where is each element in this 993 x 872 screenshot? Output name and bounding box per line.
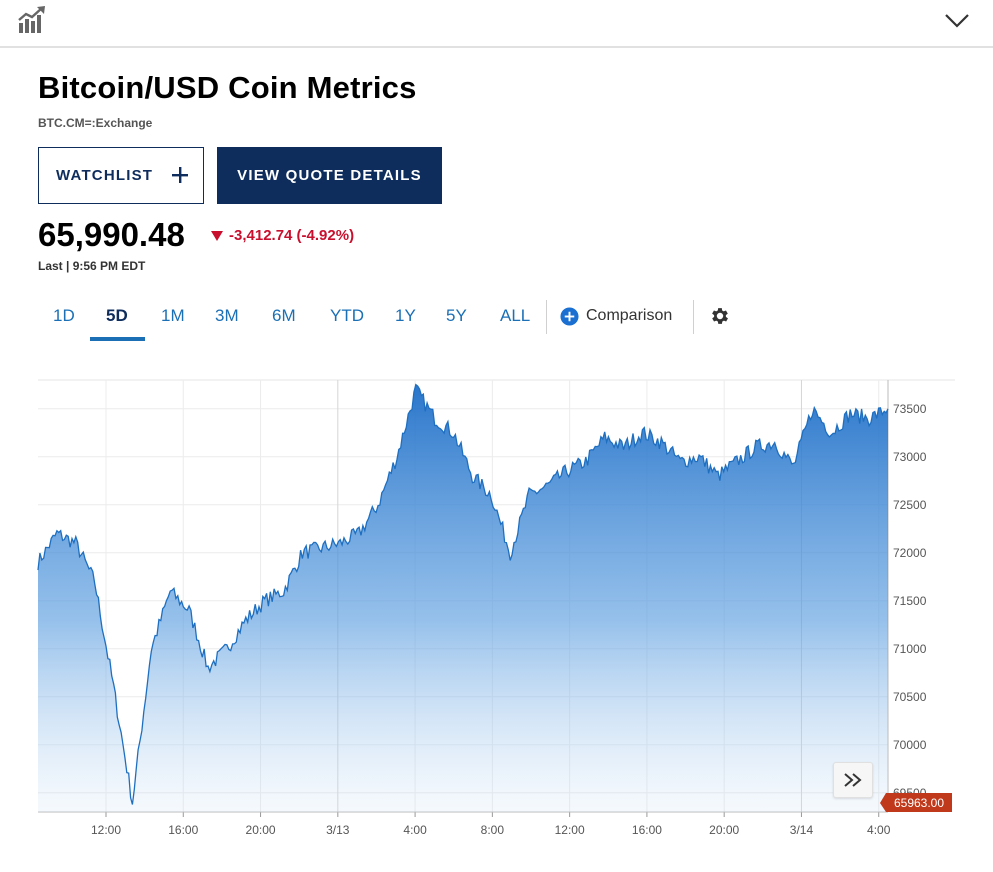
page-title: Bitcoin/USD Coin Metrics xyxy=(38,70,417,105)
x-axis: 12:00 16:00 20:00 3/13 4:00 8:00 12:00 16:00 20:… xyxy=(91,823,891,837)
tab-5y[interactable]: 5Y xyxy=(446,306,467,325)
ticker-symbol: BTC.CM=:Exchange xyxy=(38,116,153,130)
last-price: 65,990.48 xyxy=(38,216,185,253)
active-tab-indicator xyxy=(90,337,145,341)
last-value-badge-text: 65963.00 xyxy=(894,796,944,810)
last-value-badge: 65963.00 xyxy=(880,793,952,812)
tab-1y[interactable]: 1Y xyxy=(395,306,416,325)
watchlist-label: WATCHLIST xyxy=(56,167,154,184)
price-line xyxy=(37,383,889,805)
y-tick-label: 70000 xyxy=(893,738,927,752)
expand-chart-button[interactable] xyxy=(833,762,873,798)
tab-ytd[interactable]: YTD xyxy=(330,306,364,325)
top-bar xyxy=(0,0,993,48)
x-tick-label: 3/13 xyxy=(326,823,350,837)
price-change: -3,412.74 (-4.92%) xyxy=(229,227,355,244)
chevron-down-icon[interactable] xyxy=(942,8,972,32)
view-quote-details-button[interactable]: VIEW QUOTE DETAILS xyxy=(217,147,442,204)
price-chart[interactable]: 73500 73000 72500 72000 71500 71000 70500 70000… xyxy=(0,370,993,850)
x-tick-label: 4:00 xyxy=(403,823,427,837)
x-tick-label: 16:00 xyxy=(632,823,662,837)
tab-1d[interactable]: 1D xyxy=(53,306,75,325)
x-tick-label: 16:00 xyxy=(168,823,198,837)
divider xyxy=(693,300,694,334)
watchlist-button[interactable]: WATCHLIST xyxy=(38,147,204,204)
tab-5d[interactable]: 5D xyxy=(106,306,128,325)
y-tick-label: 72000 xyxy=(893,546,927,560)
y-tick-label: 70500 xyxy=(893,690,927,704)
y-tick-label: 73000 xyxy=(893,450,927,464)
y-axis: 73500 73000 72500 72000 71500 71000 70500 70000… xyxy=(893,402,927,800)
x-tick-label: 20:00 xyxy=(709,823,739,837)
tab-all[interactable]: ALL xyxy=(500,306,531,325)
x-tick-label: 4:00 xyxy=(867,823,891,837)
x-tick-label: 8:00 xyxy=(481,823,505,837)
y-tick-label: 71500 xyxy=(893,594,927,608)
last-timestamp: Last | 9:56 PM EDT xyxy=(38,259,146,273)
plus-icon xyxy=(172,167,188,183)
y-tick-label: 73500 xyxy=(893,402,927,416)
double-chevron-right-icon xyxy=(844,773,862,787)
x-tick-label: 3/14 xyxy=(790,823,814,837)
gear-icon[interactable] xyxy=(709,305,731,327)
down-arrow-icon xyxy=(211,231,223,241)
tab-3m[interactable]: 3M xyxy=(215,306,239,325)
tab-1m[interactable]: 1M xyxy=(161,306,185,325)
divider xyxy=(546,300,547,334)
comparison-label: Comparison xyxy=(586,307,673,324)
y-tick-label: 72500 xyxy=(893,498,927,512)
x-tick-label: 20:00 xyxy=(246,823,276,837)
tab-6m[interactable]: 6M xyxy=(272,306,296,325)
chart-growth-icon[interactable] xyxy=(16,4,48,36)
add-circle-icon xyxy=(560,306,579,326)
price-area xyxy=(38,384,888,812)
x-tick-label: 12:00 xyxy=(555,823,585,837)
comparison-button[interactable]: Comparison xyxy=(560,304,672,328)
y-tick-label: 71000 xyxy=(893,642,927,656)
x-tick-label: 12:00 xyxy=(91,823,121,837)
